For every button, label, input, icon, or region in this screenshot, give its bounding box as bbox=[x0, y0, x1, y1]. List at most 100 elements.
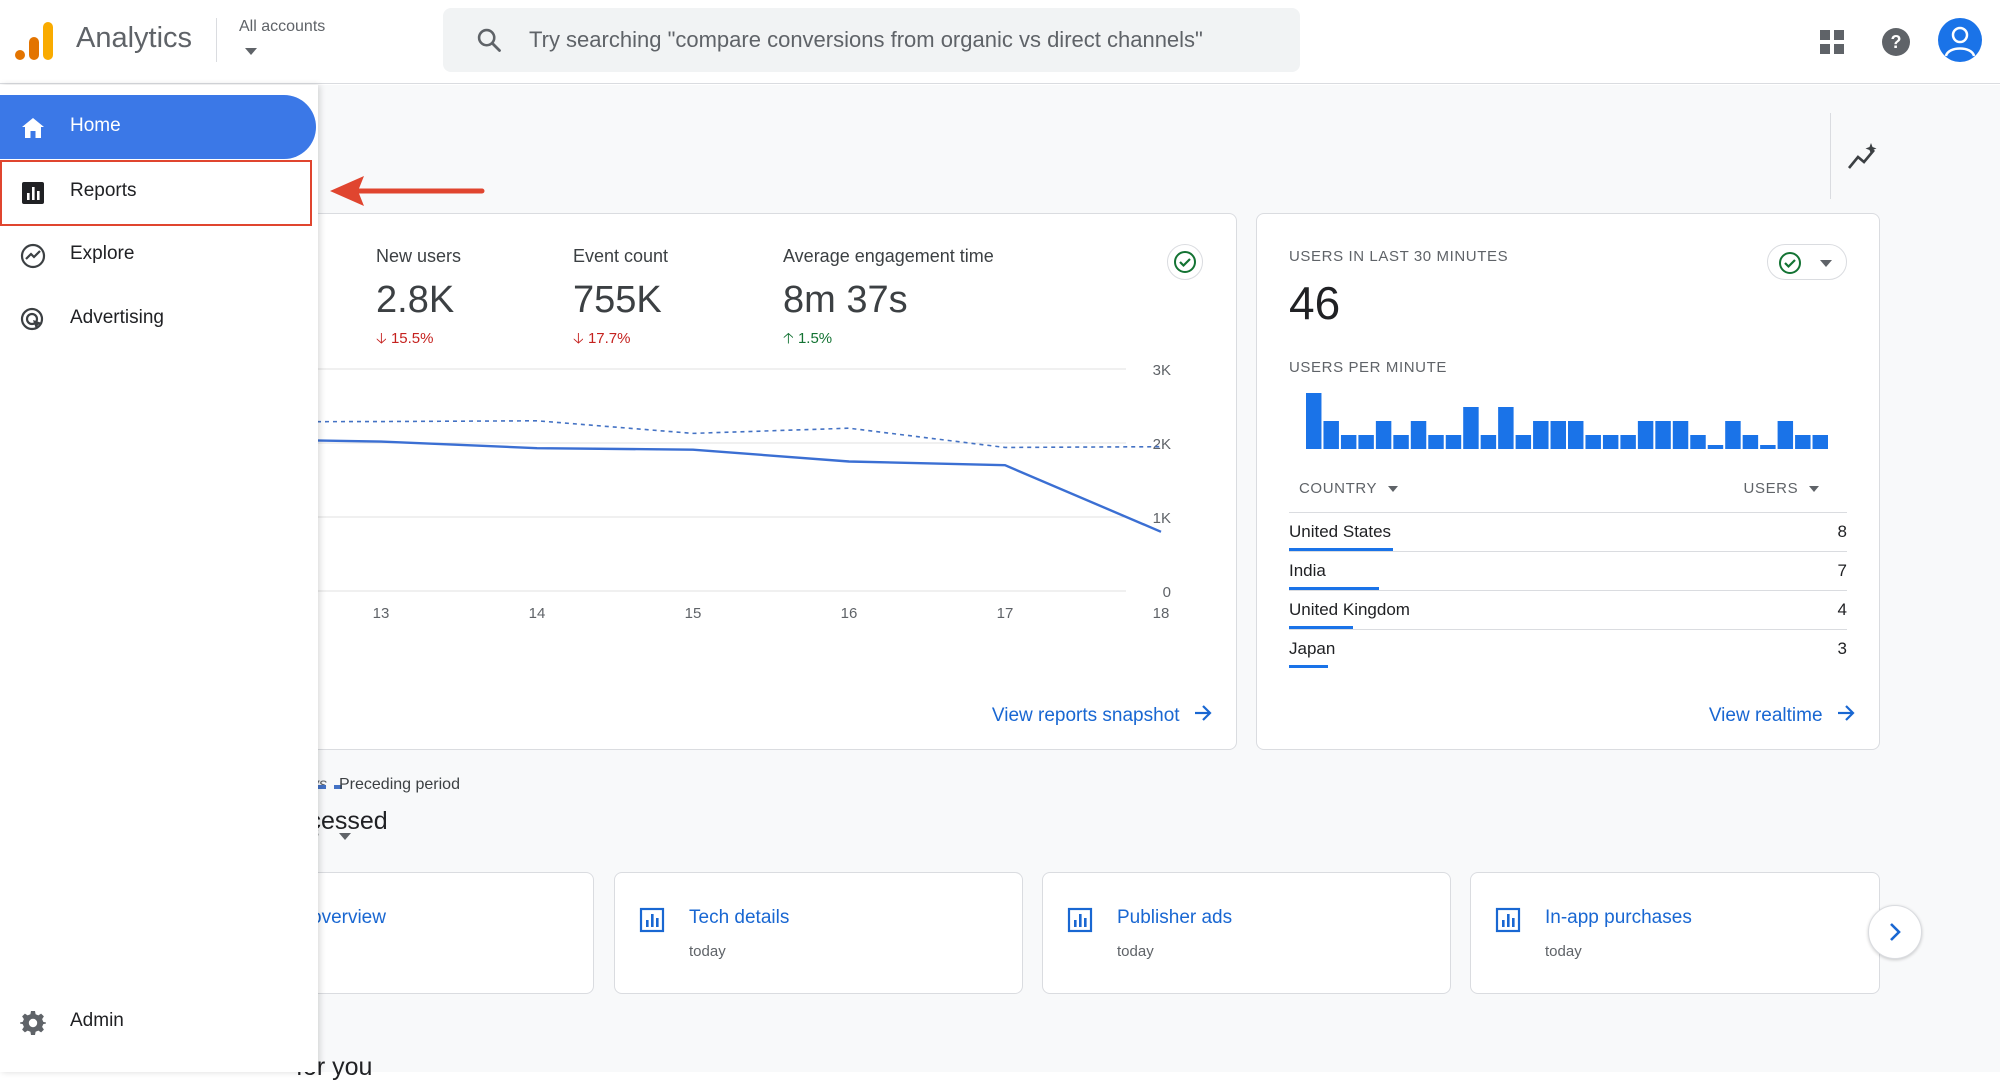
sidebar-item-home[interactable]: Home bbox=[0, 95, 316, 159]
analytics-logo[interactable] bbox=[14, 20, 54, 62]
view-reports-snapshot-link[interactable]: View reports snapshot bbox=[992, 705, 1212, 727]
country-column-header[interactable]: COUNTRY bbox=[1299, 480, 1398, 497]
realtime-value: 46 bbox=[1289, 277, 1341, 329]
explore-icon bbox=[20, 243, 46, 269]
share-bar bbox=[1289, 587, 1379, 590]
users-per-minute-label: USERS PER MINUTE bbox=[1289, 359, 1447, 376]
x-tick-label: 15 bbox=[685, 605, 702, 622]
recent-card-title: Publisher ads bbox=[1117, 907, 1233, 928]
arrow-right-icon bbox=[1838, 705, 1855, 721]
avatar[interactable] bbox=[1938, 18, 1982, 62]
search-bar[interactable] bbox=[443, 8, 1300, 72]
recent-card-publisher-ads[interactable]: Publisher ads today bbox=[1042, 872, 1451, 994]
bar-chart-icon bbox=[22, 182, 44, 204]
metric-change: 🡣 15.5% bbox=[376, 330, 434, 347]
insights-divider bbox=[1830, 113, 1831, 199]
x-tick-label: 13 bbox=[373, 605, 390, 622]
users-per-minute-bar bbox=[1498, 407, 1514, 449]
users-per-minute-bar bbox=[1602, 435, 1619, 449]
users-per-minute-bar bbox=[1375, 421, 1392, 449]
table-row[interactable]: United Kingdom 4 bbox=[1289, 590, 1847, 629]
metric-new-users[interactable]: New users 2.8K 🡣 15.5% bbox=[376, 246, 461, 353]
y-tick-label: 2K bbox=[1153, 436, 1171, 453]
sidebar-item-label: Explore bbox=[70, 243, 135, 264]
users-per-minute-bar bbox=[1428, 435, 1444, 449]
arrow-right-icon bbox=[1195, 705, 1212, 721]
arrow-down-icon: 🡣 bbox=[376, 330, 391, 347]
data-quality-badge[interactable] bbox=[1167, 244, 1203, 280]
account-selector-label[interactable]: All accounts bbox=[239, 18, 326, 35]
share-bar bbox=[1289, 626, 1354, 629]
metric-event-count[interactable]: Event count 755K 🡣 17.7% bbox=[573, 246, 668, 353]
users-per-minute-bar bbox=[1515, 435, 1532, 449]
users-per-minute-bar bbox=[1742, 435, 1759, 449]
users-per-minute-bar bbox=[1533, 421, 1549, 449]
legend-preceding-label: Preceding period bbox=[339, 776, 460, 793]
series-line-preceding bbox=[260, 419, 1162, 449]
x-tick-label: 16 bbox=[841, 605, 858, 622]
bar-chart-icon bbox=[1067, 907, 1093, 933]
sidebar-item-reports[interactable]: Reports bbox=[0, 160, 312, 226]
overview-line-chart: 3K 2K 1K 0 13 14 15 16 17 18 bbox=[260, 362, 1171, 622]
users-per-minute-bar bbox=[1620, 435, 1636, 449]
sidebar-nav: Home Reports Explore Advertising Admin bbox=[0, 85, 318, 1072]
users-per-minute-bar bbox=[1306, 393, 1322, 449]
view-realtime-link[interactable]: View realtime bbox=[1709, 705, 1855, 727]
annotation-arrow bbox=[330, 176, 485, 206]
metric-label: New users bbox=[376, 246, 462, 266]
bar-chart-icon bbox=[639, 907, 665, 933]
table-row[interactable]: India 7 bbox=[1289, 551, 1847, 590]
link-label: View realtime bbox=[1708, 705, 1823, 726]
users-per-minute-bar bbox=[1760, 445, 1776, 449]
apps-grid-icon[interactable] bbox=[1812, 22, 1852, 62]
users-per-minute-bar bbox=[1672, 421, 1689, 449]
sidebar-item-explore[interactable]: Explore bbox=[0, 223, 316, 287]
sidebar-item-label: Reports bbox=[70, 180, 137, 201]
sidebar-item-advertising[interactable]: Advertising bbox=[0, 287, 316, 351]
sidebar-item-label: Advertising bbox=[70, 307, 164, 328]
sidebar-item-label: Home bbox=[70, 115, 121, 136]
users-per-minute-bar bbox=[1585, 435, 1601, 449]
country-users: 3 bbox=[1837, 639, 1847, 658]
recent-card-tech-details[interactable]: Tech details today bbox=[614, 872, 1023, 994]
help-icon[interactable]: ? bbox=[1876, 22, 1916, 62]
legend-dashed-swatch bbox=[318, 785, 342, 789]
home-icon bbox=[22, 118, 44, 138]
users-per-minute-bar bbox=[1393, 435, 1409, 449]
insights-icon[interactable] bbox=[1846, 140, 1880, 174]
users-column-header[interactable]: USERS bbox=[1744, 480, 1819, 497]
recent-card-subtitle: today bbox=[1117, 943, 1154, 960]
users-per-minute-bar bbox=[1707, 445, 1724, 449]
table-row[interactable]: Japan 3 bbox=[1289, 629, 1847, 668]
x-tick-label: 18 bbox=[1153, 605, 1170, 622]
recent-card-subtitle: today bbox=[689, 943, 726, 960]
users-per-minute-bar bbox=[1795, 435, 1811, 449]
users-per-minute-bar bbox=[1463, 407, 1479, 449]
users-per-minute-bar bbox=[1480, 435, 1497, 449]
share-bar bbox=[1289, 548, 1393, 551]
arrow-down-icon: 🡣 bbox=[573, 330, 588, 347]
chevron-down-icon[interactable] bbox=[245, 48, 257, 55]
metric-engagement-time[interactable]: Average engagement time 8m 37s 🡡 1.5% bbox=[783, 246, 994, 353]
sidebar-item-admin[interactable]: Admin bbox=[0, 990, 316, 1054]
metric-value: 755K bbox=[573, 279, 662, 321]
metric-change: 🡣 17.7% bbox=[573, 330, 631, 347]
users-per-minute-bar bbox=[1690, 435, 1706, 449]
users-per-minute-bar bbox=[1410, 421, 1427, 449]
users-per-minute-bar bbox=[1550, 421, 1566, 449]
sort-caret-icon bbox=[1387, 486, 1398, 493]
users-per-minute-bar bbox=[1812, 435, 1828, 449]
chevron-down-icon[interactable] bbox=[339, 833, 351, 840]
users-per-minute-chart bbox=[1306, 393, 1828, 449]
realtime-title: USERS IN LAST 30 MINUTES bbox=[1289, 248, 1509, 265]
recent-card-title: overview bbox=[311, 907, 386, 928]
search-input[interactable] bbox=[529, 8, 1279, 72]
table-row[interactable]: United States 8 bbox=[1289, 512, 1847, 551]
recent-card-in-app-purchases[interactable]: In-app purchases today bbox=[1470, 872, 1880, 994]
users-per-minute-bar bbox=[1340, 435, 1357, 449]
country-users: 7 bbox=[1837, 561, 1847, 580]
app-title: Analytics bbox=[76, 22, 193, 54]
realtime-status-badge[interactable] bbox=[1767, 244, 1847, 280]
y-tick-label: 3K bbox=[1153, 362, 1171, 379]
carousel-next-button[interactable] bbox=[1868, 905, 1922, 959]
